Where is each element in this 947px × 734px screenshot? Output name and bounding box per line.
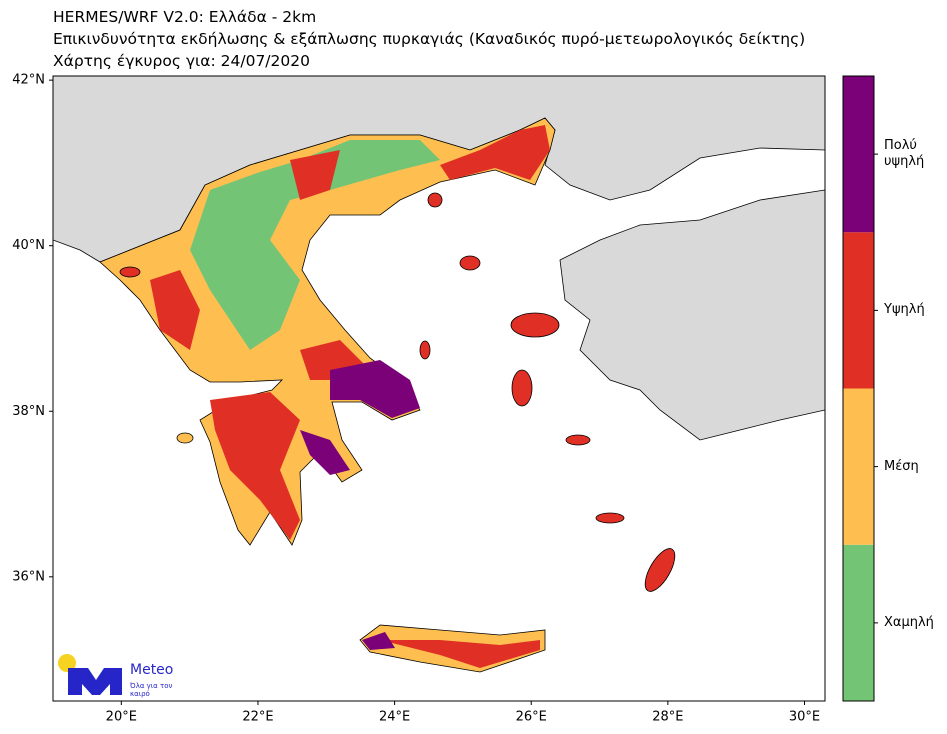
- frame: [52, 75, 826, 702]
- x-tick-label: 24°E: [379, 710, 410, 725]
- x-tick-label: 20°E: [106, 710, 137, 725]
- x-tick-label: 22°E: [242, 710, 273, 725]
- colorbar-segment: [843, 76, 874, 233]
- y-tick-label: 38°N: [12, 404, 45, 419]
- validity: Χάρτης έγκυρος για: 24/07/2020: [53, 52, 310, 70]
- y-tick-label: 36°N: [12, 569, 45, 584]
- logo-text: Meteo: [130, 662, 173, 678]
- x-tick-label: 30°E: [789, 710, 820, 725]
- legend-label: Χαμηλή: [884, 614, 934, 630]
- title: HERMES/WRF V2.0: Ελλάδα - 2km: [53, 8, 317, 26]
- x-tick-label: 28°E: [652, 710, 683, 725]
- subtitle: Επικινδυνότητα εκδήλωσης & εξάπλωσης πυρ…: [53, 30, 806, 48]
- logo-tagline: Όλα για τον καιρό: [130, 682, 173, 698]
- colorbar-segment: [843, 232, 874, 389]
- map-shapes: [53, 76, 825, 701]
- y-tick-label: 40°N: [12, 238, 45, 253]
- colorbar-frame: [842, 75, 875, 702]
- legend-label: Πολύ υψηλή: [884, 138, 925, 170]
- colorbar-segment: [843, 388, 874, 545]
- x-tick-label: 26°E: [516, 710, 547, 725]
- colorbar-segment: [843, 544, 874, 701]
- legend-label: Υψηλή: [884, 302, 925, 318]
- legend-label: Μέση: [884, 458, 919, 474]
- y-tick-label: 42°N: [12, 73, 45, 88]
- axes: 20°E 22°E 24°E 26°E 28°E 30°E 36°N 38°N 40°N 42°N: [12, 73, 878, 725]
